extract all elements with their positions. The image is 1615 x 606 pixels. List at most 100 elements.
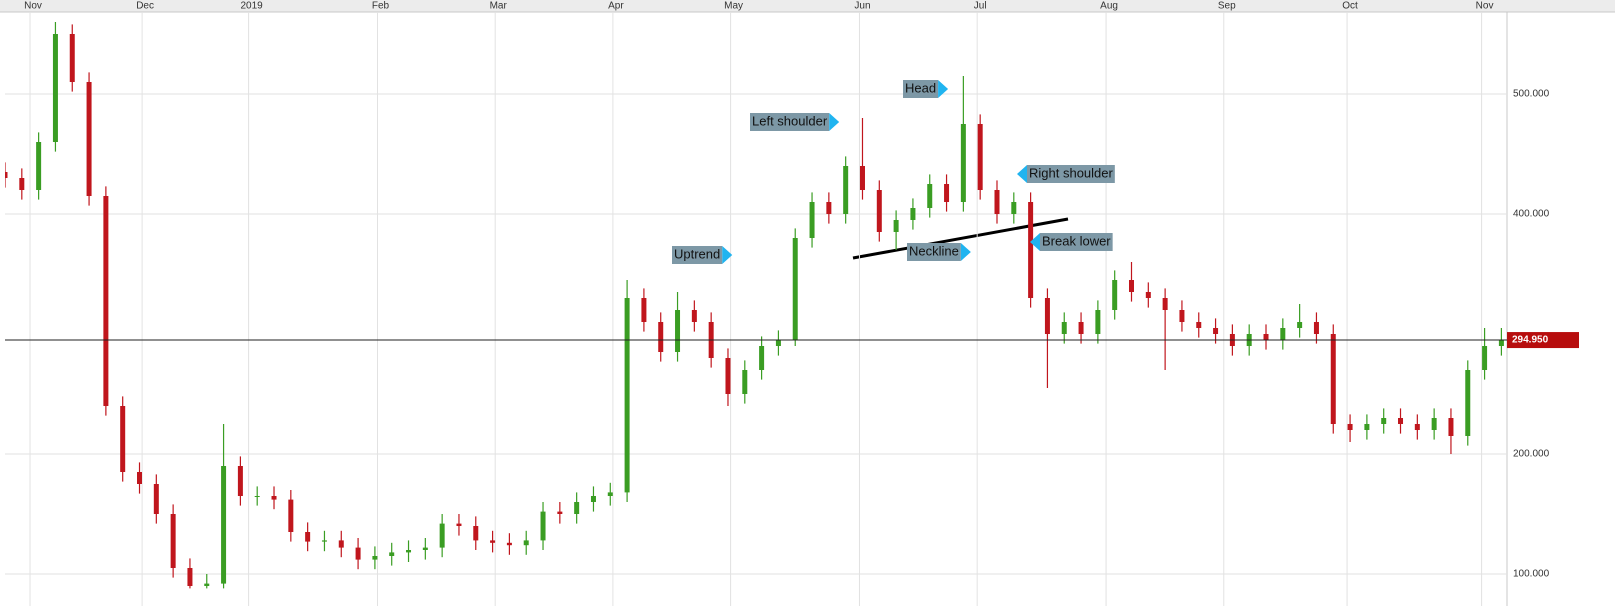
annotation-box: [907, 243, 961, 261]
candle-body: [1347, 424, 1353, 430]
x-tick-label: Feb: [372, 1, 390, 12]
candle-body: [1061, 322, 1067, 334]
candle-body: [389, 552, 395, 556]
y-tick-label: 500.000: [1513, 89, 1550, 100]
annotation-arrow: [1030, 233, 1040, 251]
annotation-label: Head: [905, 80, 936, 95]
x-tick-label: Oct: [1342, 1, 1358, 12]
candle-body: [1028, 202, 1034, 298]
last-price-label: 294.950: [1512, 335, 1549, 346]
annotation-arrow: [829, 113, 840, 131]
x-tick-label: May: [724, 1, 743, 12]
candle-body: [69, 34, 75, 82]
candle-body: [1398, 418, 1404, 424]
annotation-label: Neckline: [909, 243, 959, 258]
candle-body: [775, 340, 781, 346]
candle-body: [422, 547, 428, 550]
time-axis-bar: [0, 0, 1615, 12]
candle-body: [305, 532, 311, 542]
candle-body: [1179, 310, 1185, 322]
candle-body: [1044, 298, 1050, 334]
candle-body: [86, 82, 92, 196]
candle-body: [1263, 334, 1269, 340]
x-tick-label: Jun: [854, 1, 870, 12]
candle-body: [607, 492, 613, 496]
candle-body: [288, 499, 294, 532]
candle-body: [321, 540, 327, 542]
candle-body: [843, 166, 849, 214]
candle-body: [1364, 424, 1370, 430]
y-tick-label: 100.000: [1513, 569, 1550, 580]
candle-body: [52, 34, 58, 142]
candle-body: [1381, 418, 1387, 424]
candle-body: [691, 310, 697, 322]
candle-body: [1129, 280, 1134, 292]
candle-body: [809, 202, 815, 238]
candle-body: [338, 540, 344, 548]
candle-body: [1297, 322, 1303, 328]
candle-body: [506, 542, 512, 546]
candle-body: [103, 196, 109, 406]
candle-body: [254, 496, 260, 497]
annotation-label: Uptrend: [674, 246, 720, 261]
candle-body: [221, 466, 227, 584]
candle-body: [170, 514, 176, 568]
candle-body: [237, 466, 243, 496]
candle-body: [1414, 424, 1420, 430]
candle-body: [944, 184, 950, 202]
y-tick-label: 200.000: [1513, 449, 1550, 460]
annotation-label: Break lower: [1042, 233, 1111, 248]
candle-body: [137, 472, 143, 484]
candle-body: [960, 124, 966, 202]
candle-body: [1213, 328, 1219, 334]
candle-body: [675, 310, 681, 352]
candle-body: [355, 547, 361, 560]
candle-body: [574, 502, 580, 514]
candle-body: [1465, 370, 1471, 436]
candle-body: [658, 322, 664, 352]
x-tick-label: Mar: [490, 1, 508, 12]
candle-body: [1280, 328, 1286, 340]
candle-body: [641, 298, 647, 322]
x-tick-label: Nov: [24, 1, 42, 12]
candle-body: [456, 523, 462, 526]
grid: [5, 12, 1507, 606]
candle-body: [557, 511, 563, 514]
x-tick-label: Dec: [136, 1, 154, 12]
annotation-box: [903, 80, 939, 98]
annotation-box: [1027, 165, 1115, 183]
candle-body: [1498, 340, 1504, 346]
candle-body: [439, 523, 445, 548]
candle-body: [742, 370, 748, 394]
annotation-box: [750, 113, 830, 131]
candle-body: [187, 568, 193, 586]
x-tick-label: Jul: [974, 1, 987, 12]
candle-body: [1448, 418, 1454, 436]
x-tick-label: 2019: [240, 1, 263, 12]
annotation-arrow: [722, 246, 733, 264]
candle-body: [977, 124, 983, 190]
candle-body: [1431, 418, 1437, 430]
candle-body: [1162, 298, 1168, 310]
candle-body: [372, 556, 378, 560]
annotation-arrow: [938, 80, 949, 98]
candle-body: [5, 172, 8, 178]
candle-body: [725, 358, 731, 394]
candle-body: [473, 526, 479, 541]
candle-body: [153, 484, 159, 514]
candles: [5, 22, 1504, 589]
candle-body: [590, 496, 596, 502]
candle-body: [406, 550, 412, 553]
candle-body: [1112, 280, 1118, 310]
candle-body: [1095, 310, 1101, 334]
candle-body: [120, 406, 126, 472]
candle-body: [1011, 202, 1017, 214]
candle-body: [204, 583, 210, 586]
candle-body: [927, 184, 933, 208]
candle-body: [490, 540, 496, 543]
candle-body: [1078, 322, 1084, 334]
annotation-box: [672, 246, 723, 264]
candle-body: [859, 166, 865, 190]
x-tick-label: Aug: [1100, 1, 1118, 12]
